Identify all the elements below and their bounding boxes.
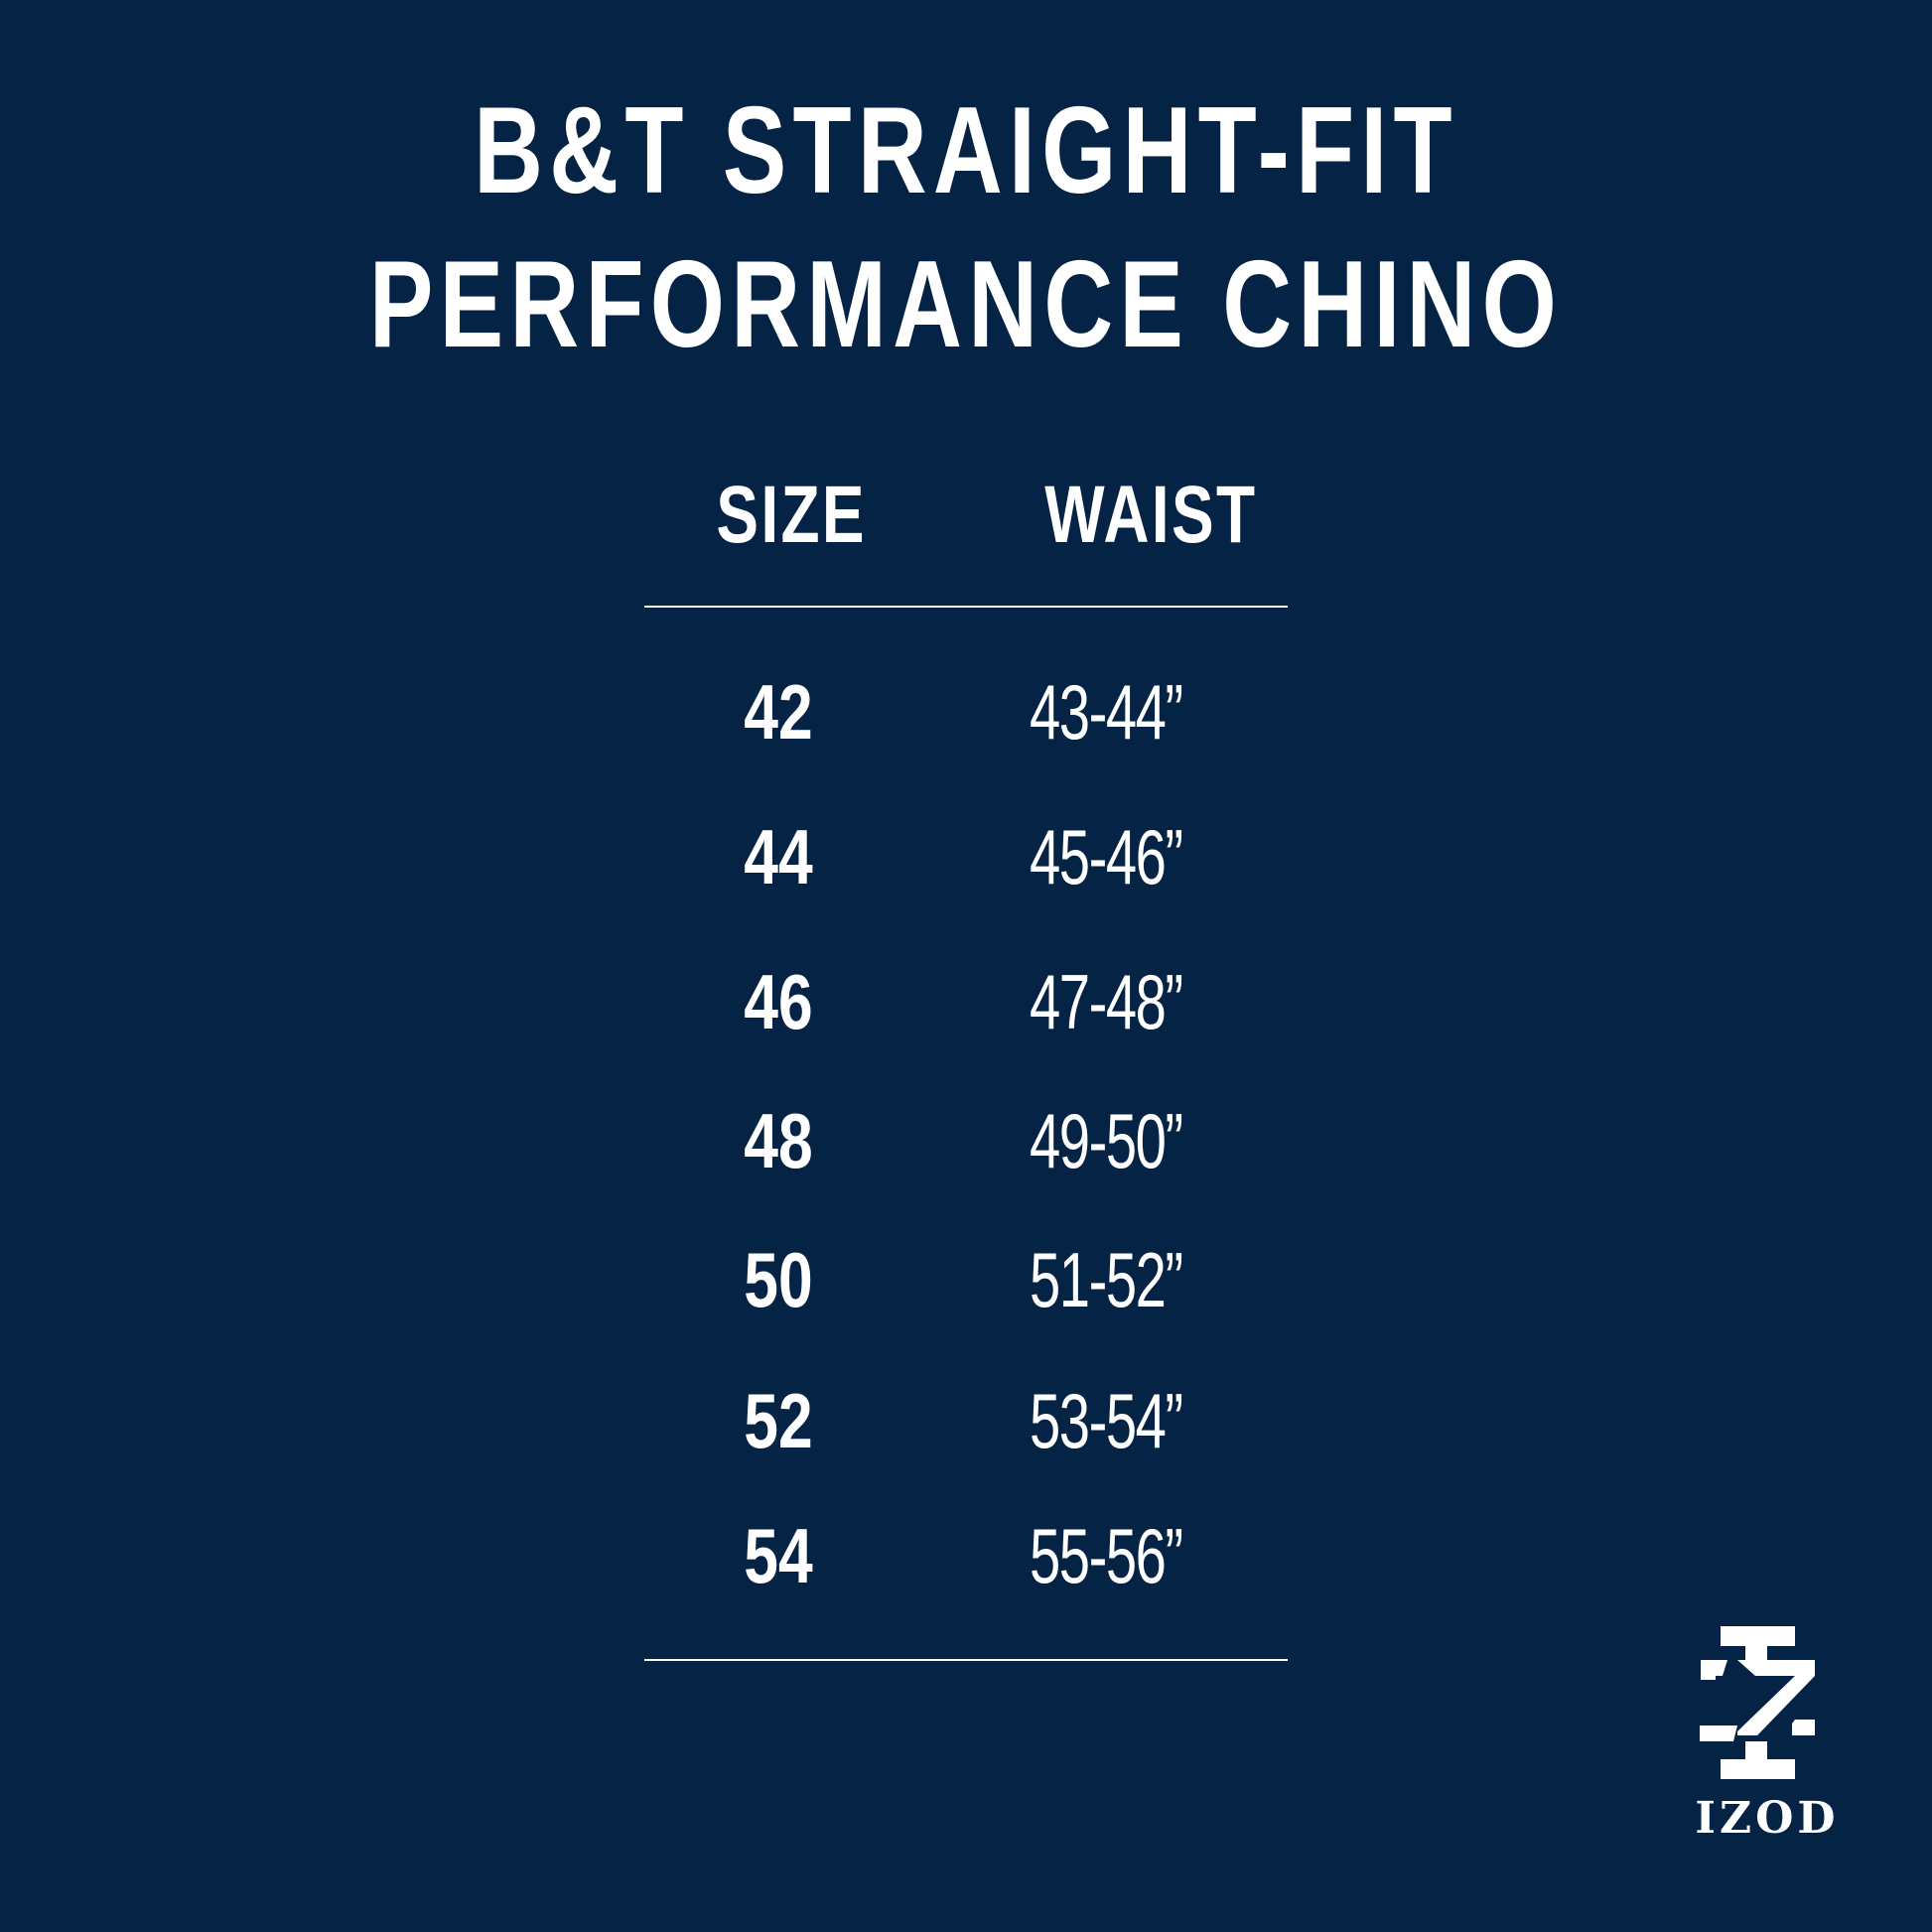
size-cell: 42 (744, 668, 813, 756)
waist-cell: 53-54” (1030, 1377, 1183, 1464)
waist-cell: 47-48” (1030, 958, 1183, 1045)
logo-text: IZOD (1695, 1793, 1839, 1844)
bottom-divider (644, 1659, 1288, 1661)
header-divider (644, 606, 1288, 608)
title-line-1: B&T STRAIGHT-FIT (474, 82, 1458, 219)
size-cell: 50 (744, 1236, 813, 1323)
size-cell: 54 (744, 1512, 813, 1599)
waist-cell: 51-52” (1030, 1236, 1183, 1323)
size-cell: 46 (744, 958, 813, 1045)
size-header: SIZE (716, 470, 867, 560)
waist-cell: 43-44” (1030, 668, 1183, 756)
waist-cell: 49-50” (1030, 1097, 1183, 1184)
size-cell: 52 (744, 1377, 813, 1464)
title-line-2: PERFORMANCE CHINO (368, 236, 1564, 373)
size-cell: 48 (744, 1097, 813, 1184)
waist-cell: 55-56” (1030, 1512, 1183, 1599)
waist-cell: 45-46” (1030, 813, 1183, 900)
size-cell: 44 (744, 813, 813, 900)
waist-header: WAIST (1044, 470, 1258, 560)
izod-logo: IZOD (1695, 1626, 1839, 1844)
